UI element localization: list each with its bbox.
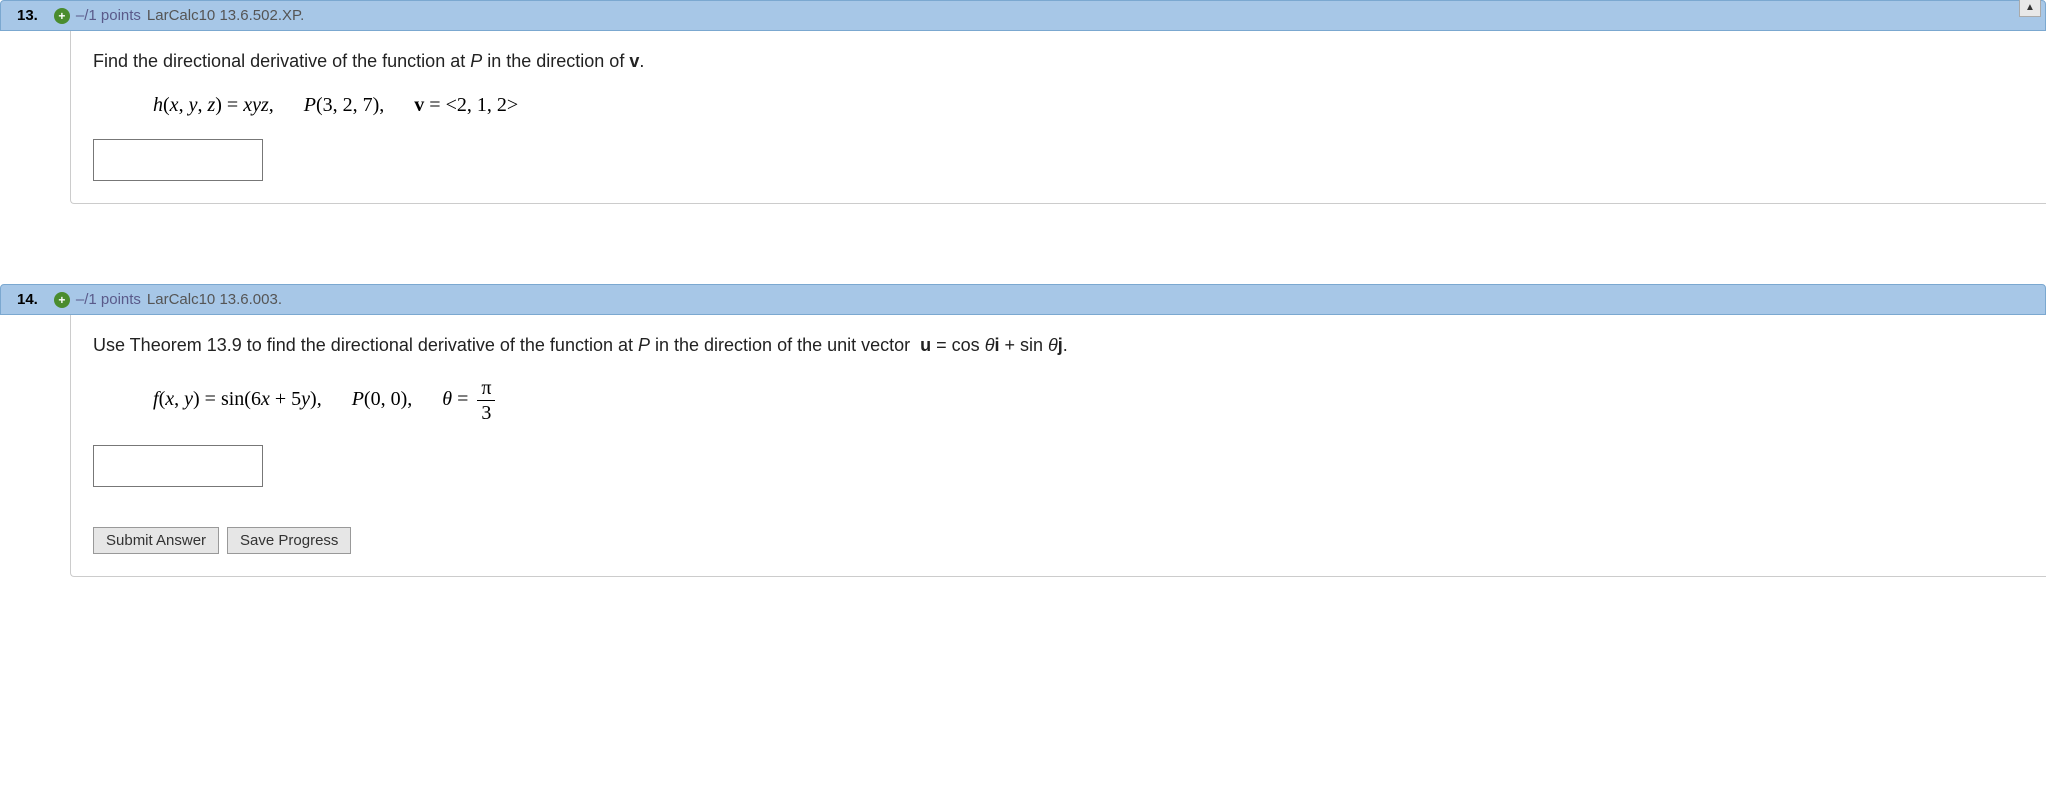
assignment-ref: LarCalc10 13.6.502.XP. — [147, 7, 304, 24]
assignment-ref: LarCalc10 13.6.003. — [147, 291, 282, 308]
question-body: Find the directional derivative of the f… — [70, 31, 2046, 204]
question-header: 14. + –/1 points LarCalc10 13.6.003. — [0, 284, 2046, 315]
question-number: 14. — [9, 289, 46, 310]
question-block: 13. + –/1 points LarCalc10 13.6.502.XP. ▲ Fin… — [0, 0, 2046, 204]
scroll-up-icon[interactable]: ▲ — [2019, 0, 2041, 17]
expand-icon[interactable]: + — [54, 292, 70, 308]
expand-icon[interactable]: + — [54, 8, 70, 24]
question-block: 14. + –/1 points LarCalc10 13.6.003. Use The… — [0, 284, 2046, 577]
answer-input[interactable] — [93, 139, 263, 181]
answer-input[interactable] — [93, 445, 263, 487]
math-expression: h(x, y, z) = xyz,P(3, 2, 7),v = <2, 1, 2… — [153, 94, 2024, 117]
question-number: 13. — [9, 5, 46, 26]
math-expression: f(x, y) = sin(6x + 5y),P(0, 0),θ = π3 — [153, 378, 2024, 423]
question-prompt: Find the directional derivative of the f… — [93, 51, 2024, 72]
question-prompt: Use Theorem 13.9 to find the directional… — [93, 335, 2024, 356]
submit-answer-button[interactable]: Submit Answer — [93, 527, 219, 554]
question-body: Use Theorem 13.9 to find the directional… — [70, 315, 2046, 577]
points-label: –/1 points — [76, 7, 141, 24]
save-progress-button[interactable]: Save Progress — [227, 527, 351, 554]
points-label: –/1 points — [76, 291, 141, 308]
button-row: Submit Answer Save Progress — [93, 527, 2024, 554]
question-header: 13. + –/1 points LarCalc10 13.6.502.XP. ▲ — [0, 0, 2046, 31]
